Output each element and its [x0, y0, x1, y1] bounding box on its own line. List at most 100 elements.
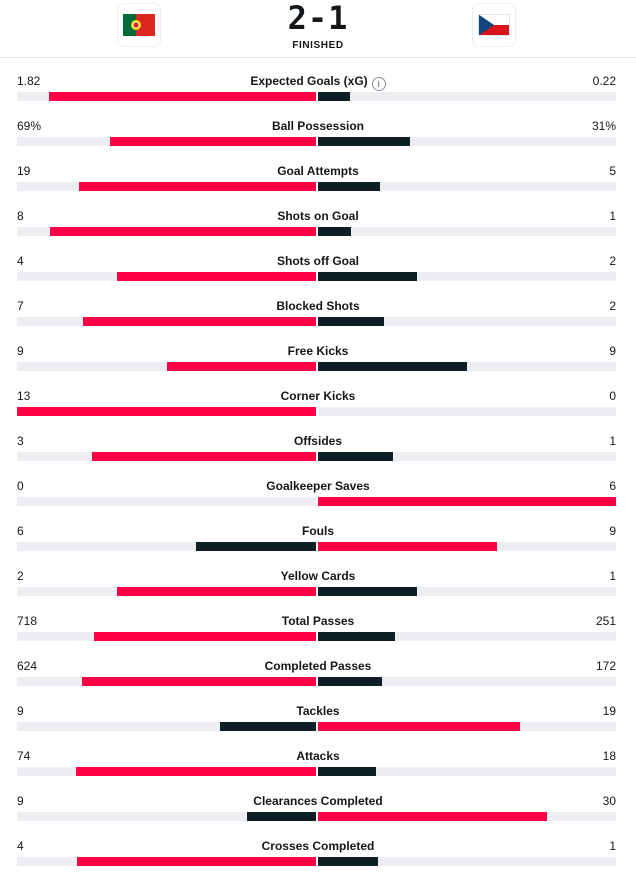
- home-stat-bar-track: [17, 182, 316, 191]
- away-stat-value: 30: [602, 794, 616, 808]
- stat-label: Free Kicks: [0, 344, 636, 358]
- stat-row: 4 Crosses Completed 1: [0, 833, 636, 873]
- stat-label: Goal Attempts: [0, 164, 636, 178]
- stat-row: 9 Tackles 19: [0, 698, 636, 743]
- away-stat-bar-track: [318, 542, 616, 551]
- home-stat-bar-track: [17, 317, 316, 326]
- away-stat-bar-track: [318, 272, 616, 281]
- away-stat-bar: [318, 497, 616, 506]
- home-stat-bar: [116, 272, 316, 281]
- home-team-flag[interactable]: [118, 4, 160, 46]
- home-stat-bar-track: [17, 407, 316, 416]
- away-stat-value: 2: [609, 299, 616, 313]
- stat-label: Corner Kicks: [0, 389, 636, 403]
- stat-label: Total Passes: [0, 614, 636, 628]
- away-stat-bar: [318, 92, 351, 101]
- stat-row: 69% Ball Possession 31%: [0, 113, 636, 158]
- away-stat-value: 1: [609, 434, 616, 448]
- home-stat-bar: [219, 722, 316, 731]
- away-stat-bar-track: [318, 137, 616, 146]
- home-stat-value: 0: [17, 479, 24, 493]
- home-stat-bar: [79, 182, 316, 191]
- home-stat-bar-track: [17, 272, 316, 281]
- away-stat-value: 1: [609, 209, 616, 223]
- home-stat-bar: [83, 317, 316, 326]
- away-team-flag[interactable]: [473, 4, 515, 46]
- away-stat-bar: [318, 587, 418, 596]
- stat-row: 3 Offsides 1: [0, 428, 636, 473]
- home-stat-bar-track: [17, 92, 316, 101]
- home-stat-bar-track: [17, 812, 316, 821]
- home-stat-value: 74: [17, 749, 31, 763]
- away-stat-bar: [318, 722, 521, 731]
- stat-label: Fouls: [0, 524, 636, 538]
- away-stat-bar-track: [318, 497, 616, 506]
- home-stat-bar: [166, 362, 316, 371]
- home-stat-bar: [81, 677, 316, 686]
- stat-label: Clearances Completed: [0, 794, 636, 808]
- home-stat-bar-track: [17, 632, 316, 641]
- home-stat-bar-track: [17, 227, 316, 236]
- info-icon[interactable]: i: [371, 77, 386, 91]
- czech-republic-flag-icon: [478, 14, 510, 36]
- home-stat-value: 2: [17, 569, 24, 583]
- away-stat-bar: [318, 362, 467, 371]
- home-score: 2: [287, 0, 308, 37]
- home-stat-bar: [116, 587, 316, 596]
- away-stat-bar-track: [318, 857, 616, 866]
- away-score: 1: [328, 0, 349, 37]
- home-stat-value: 8: [17, 209, 24, 223]
- away-stat-bar: [318, 317, 385, 326]
- home-stat-bar-track: [17, 452, 316, 461]
- stat-label: Shots on Goal: [0, 209, 636, 223]
- away-stat-bar-track: [318, 317, 616, 326]
- stat-label-text: Ball Possession: [271, 119, 365, 133]
- stat-row: 0 Goalkeeper Saves 6: [0, 473, 636, 518]
- stat-label-text: Goalkeeper Saves: [266, 479, 370, 493]
- stat-label-text: Tackles: [296, 704, 340, 718]
- home-stat-bar: [75, 767, 316, 776]
- stat-label-text: Expected Goals (xG): [250, 74, 368, 88]
- away-stat-value: 1: [609, 839, 616, 853]
- stat-row: 19 Goal Attempts 5: [0, 158, 636, 203]
- stat-row: 7 Blocked Shots 2: [0, 293, 636, 338]
- stat-label-text: Blocked Shots: [276, 299, 360, 313]
- home-stat-bar-track: [17, 767, 316, 776]
- stat-label-text: Completed Passes: [264, 659, 372, 673]
- away-stat-bar-track: [318, 677, 616, 686]
- away-stat-bar: [318, 542, 497, 551]
- home-stat-value: 9: [17, 344, 24, 358]
- away-stat-bar: [318, 812, 548, 821]
- away-stat-bar-track: [318, 767, 616, 776]
- stat-label-text: Corner Kicks: [280, 389, 356, 403]
- stat-row: 6 Fouls 9: [0, 518, 636, 563]
- stat-label-text: Crosses Completed: [261, 839, 375, 853]
- home-stat-value: 9: [17, 794, 24, 808]
- stat-row: 1.82 Expected Goals (xG) i 0.22: [0, 68, 636, 113]
- away-stat-bar: [318, 182, 381, 191]
- stat-label-text: Yellow Cards: [280, 569, 356, 583]
- home-stat-value: 4: [17, 254, 24, 268]
- stat-label: Blocked Shots: [0, 299, 636, 313]
- stat-label: Offsides: [0, 434, 636, 448]
- away-stat-bar-track: [318, 92, 616, 101]
- score: 2-1: [0, 0, 636, 36]
- away-stat-bar-track: [318, 227, 616, 236]
- home-stat-value: 1.82: [17, 74, 41, 88]
- home-stat-value: 13: [17, 389, 31, 403]
- home-stat-bar: [109, 137, 316, 146]
- home-stat-bar-track: [17, 542, 316, 551]
- stat-row: 9 Clearances Completed 30: [0, 788, 636, 833]
- away-stat-value: 9: [609, 344, 616, 358]
- away-stat-value: 18: [602, 749, 616, 763]
- home-stat-value: 4: [17, 839, 24, 853]
- home-stat-value: 69%: [17, 119, 42, 133]
- away-stat-value: 9: [609, 524, 616, 538]
- home-stat-value: 9: [17, 704, 24, 718]
- stat-label: Crosses Completed: [0, 839, 636, 853]
- away-stat-value: 6: [609, 479, 616, 493]
- away-stat-bar-track: [318, 362, 616, 371]
- home-stat-bar: [50, 227, 316, 236]
- away-stat-value: 172: [595, 659, 616, 673]
- home-stat-value: 7: [17, 299, 24, 313]
